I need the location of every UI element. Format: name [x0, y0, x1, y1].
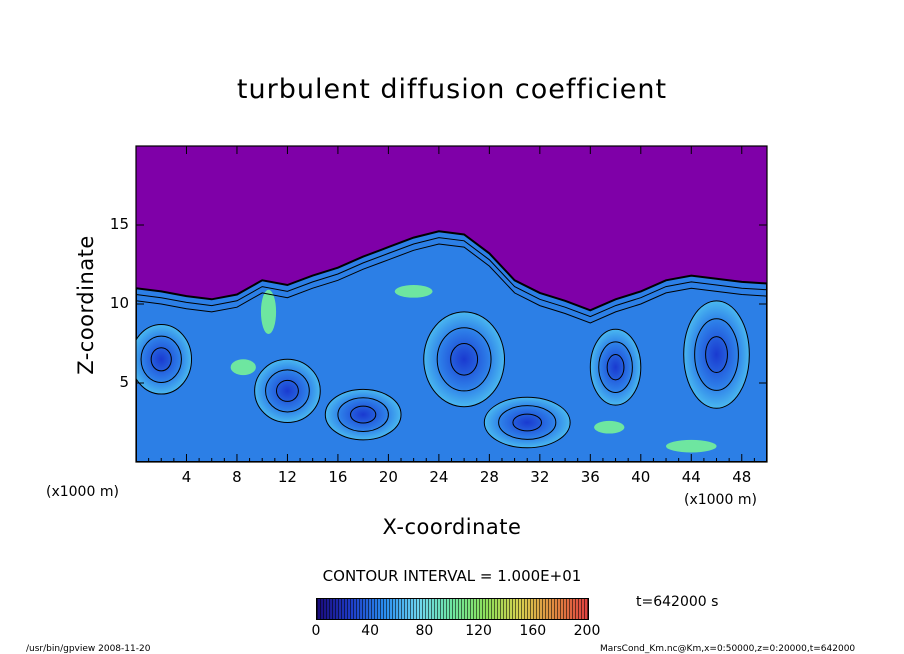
- x-tick-label: 24: [429, 468, 449, 486]
- contour-line: [324, 388, 402, 441]
- x-tick-label: 44: [681, 468, 701, 486]
- colorbar: [316, 598, 589, 620]
- contour-line: [136, 324, 193, 395]
- contour-line: [136, 243, 767, 324]
- colorbar-tick-label: 0: [311, 623, 321, 639]
- colorbar-tick-label: 120: [465, 623, 492, 639]
- contour-line: [276, 379, 299, 402]
- eddy: [254, 359, 321, 423]
- x-axis-label: X-coordinate: [382, 515, 522, 539]
- high-diffusion-patch: [594, 420, 625, 434]
- contour-line: [694, 318, 739, 391]
- high-diffusion-patch: [666, 439, 717, 453]
- x-unit-left: (x1000 m): [46, 484, 119, 500]
- x-tick-label: 8: [232, 468, 242, 486]
- contour-interval: CONTOUR INTERVAL = 1.000E+01: [322, 567, 582, 585]
- eddy: [683, 300, 750, 409]
- contour-line: [512, 413, 543, 432]
- contour-line: [136, 237, 767, 318]
- footer-left: /usr/bin/gpview 2008-11-20: [26, 644, 151, 654]
- eddy: [484, 397, 571, 448]
- x-unit-right: (x1000 m): [684, 492, 757, 508]
- contour-line: [423, 311, 506, 408]
- contour-line: [254, 358, 321, 423]
- x-tick-label: 20: [378, 468, 398, 486]
- y-tick-label: 5: [119, 373, 129, 391]
- x-tick-label: 28: [479, 468, 499, 486]
- colorbar-tick-label: 80: [415, 623, 434, 639]
- x-tick-label: 36: [580, 468, 600, 486]
- high-diffusion-patch: [394, 285, 433, 298]
- axis-ticks: [136, 146, 767, 462]
- colorbar-tick-label: 40: [361, 623, 380, 639]
- contour-line: [265, 369, 310, 413]
- chart-title: turbulent diffusion coefficient: [236, 74, 668, 105]
- colorbar-tick-label: 160: [519, 623, 547, 639]
- y-tick-label: 15: [109, 215, 129, 233]
- time-label: t=642000 s: [636, 594, 719, 610]
- contour-line: [450, 343, 479, 376]
- contour-line: [683, 300, 750, 409]
- x-tick-label: 32: [530, 468, 550, 486]
- eddy: [136, 324, 192, 395]
- eddy-layer: [136, 285, 750, 453]
- eddy: [590, 329, 641, 406]
- contour-line: [483, 396, 571, 449]
- contour-line: [705, 336, 728, 373]
- eddy: [423, 311, 505, 407]
- x-tick-label: 12: [277, 468, 297, 486]
- contour-line: [436, 327, 492, 392]
- x-tick-label: 16: [328, 468, 348, 486]
- high-diffusion-patch: [260, 289, 277, 335]
- x-tick-label: 40: [631, 468, 651, 486]
- contour-line: [589, 328, 642, 406]
- contour-line: [150, 347, 172, 372]
- y-tick-label: 10: [109, 294, 129, 312]
- eddy: [325, 389, 402, 440]
- contour-line: [337, 397, 389, 432]
- contour-line: [350, 405, 377, 424]
- contour-line: [140, 335, 182, 383]
- x-tick-label: 4: [181, 468, 192, 486]
- y-axis-label: Z-coordinate: [74, 235, 98, 375]
- footer-right: MarsCond_Km.nc@Km,x=0:50000,z=0:20000,t=…: [600, 644, 856, 654]
- colorbar-stripes: [317, 599, 588, 619]
- contour-line: [598, 341, 633, 393]
- contour-line: [498, 405, 557, 440]
- colorbar-tick-label: 200: [573, 623, 601, 639]
- high-diffusion-patch: [230, 359, 256, 376]
- contour-lines: [136, 237, 767, 449]
- contour-line: [606, 354, 625, 381]
- x-tick-label: 48: [732, 468, 752, 486]
